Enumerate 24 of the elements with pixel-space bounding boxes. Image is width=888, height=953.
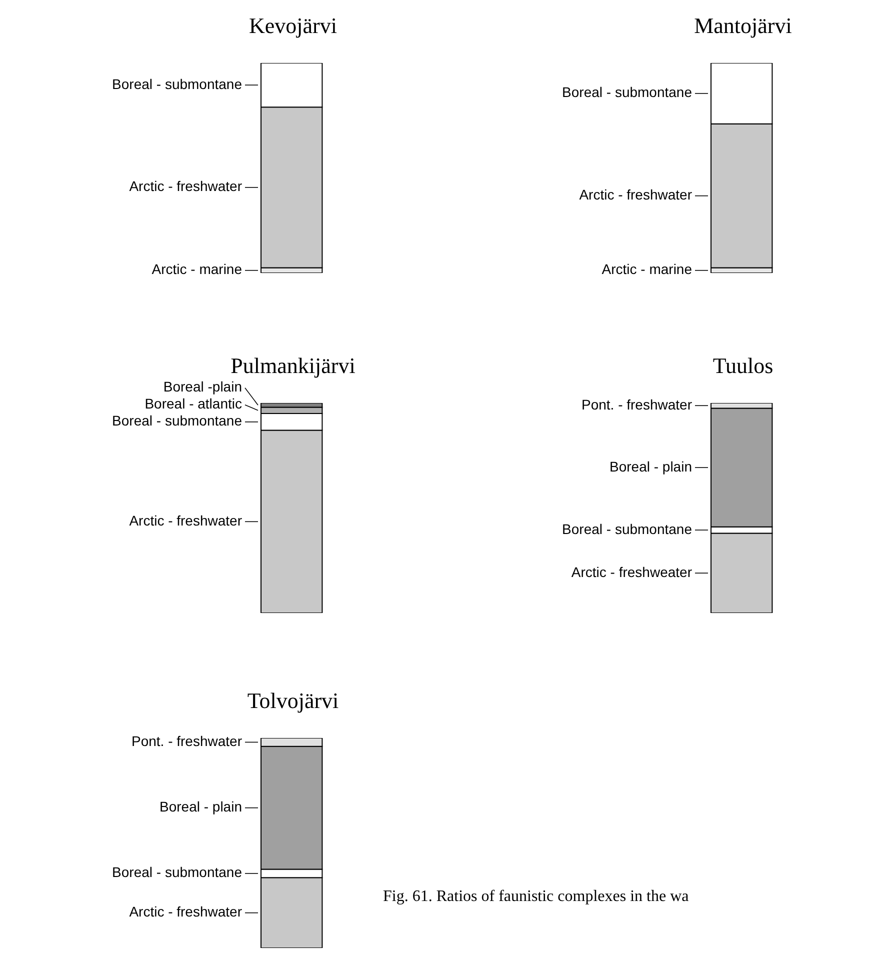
chart-title: Mantojärvi [693, 13, 793, 38]
legend-label: Arctic - freshwater [129, 178, 242, 194]
legend-label: Pont. - freshwater [132, 732, 242, 749]
chart-title: Kevojärvi [248, 13, 338, 38]
legend-label: Boreal - submontane [562, 520, 692, 537]
chart-title: Tuulos [712, 353, 774, 378]
legend-label: Arctic - freshwater [579, 186, 692, 203]
legend-label: Boreal - atlantic [144, 396, 242, 412]
legend-label: Pont. - freshwater [582, 396, 692, 412]
legend-label: Boreal - submontane [112, 864, 242, 880]
legend-label: Arctic - freshweater [571, 564, 692, 580]
legend-label: Arctic - marine [152, 261, 242, 278]
legend-label: Boreal - submontane [112, 76, 242, 92]
series-label: Boreal -plain [163, 378, 242, 395]
chart-title: Pulmankijärvi [230, 353, 356, 378]
legend-label: Boreal - submontane [562, 84, 692, 100]
legend-label: Boreal - plain [160, 798, 242, 815]
legend-label: Arctic - freshwater [129, 512, 242, 528]
legend-label: Arctic - freshwater [129, 904, 242, 920]
caption: Fig. 61. Ratios of faunistic complexes in the wa [383, 888, 689, 906]
legend-label: Boreal - plain [610, 458, 692, 474]
chart-title: Tolvojärvi [246, 688, 340, 713]
legend-label: Arctic - marine [602, 261, 692, 278]
legend-label: Boreal - submontane [112, 412, 242, 429]
